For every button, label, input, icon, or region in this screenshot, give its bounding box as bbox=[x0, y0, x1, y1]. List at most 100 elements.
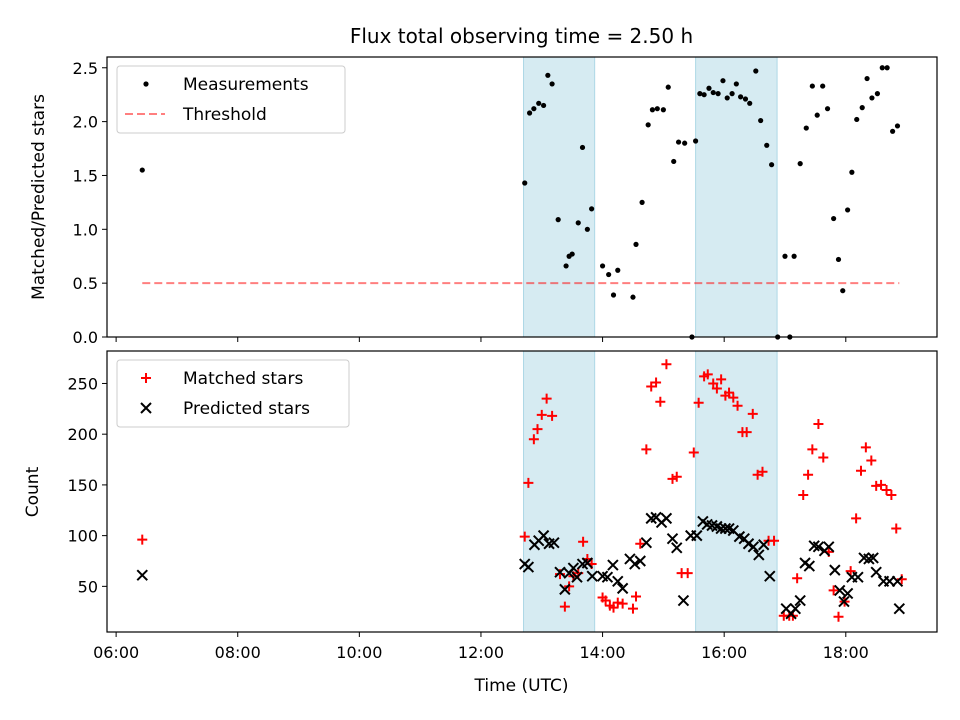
matched-star-point bbox=[769, 535, 780, 546]
chart-title: Flux total observing time = 2.50 h bbox=[350, 24, 693, 48]
legend-frame bbox=[116, 359, 350, 428]
matched-star-point bbox=[881, 484, 892, 495]
matched-star-point bbox=[627, 603, 638, 614]
measurement-point bbox=[584, 226, 590, 232]
matched-star-point bbox=[635, 538, 646, 549]
measurement-point bbox=[654, 106, 660, 112]
measurement-point bbox=[859, 105, 865, 111]
predicted-star-point bbox=[764, 570, 776, 582]
matched-star-point bbox=[871, 480, 882, 491]
predicted-star-point bbox=[581, 557, 594, 569]
predicted-star-point bbox=[671, 542, 683, 554]
predicted-star-point bbox=[136, 569, 148, 581]
predicted-star-point bbox=[867, 552, 879, 564]
matched-star-point bbox=[855, 465, 866, 476]
matched-star-point bbox=[891, 523, 902, 534]
predicted-star-point bbox=[838, 595, 850, 608]
matched-star-point bbox=[724, 387, 735, 398]
measurement-point bbox=[864, 75, 870, 82]
legend-marker-measurements bbox=[143, 81, 149, 87]
predicted-star-point bbox=[634, 555, 646, 567]
predicted-star-point bbox=[660, 512, 673, 525]
legend: Matched stars Predicted stars bbox=[116, 359, 350, 428]
matched-star-point bbox=[716, 374, 727, 385]
measurement-point bbox=[769, 162, 775, 168]
predicted-star-point bbox=[753, 549, 765, 561]
measurement-point bbox=[874, 91, 881, 97]
measurement-point bbox=[724, 95, 730, 101]
matched-star-point bbox=[792, 573, 803, 584]
measurement-point bbox=[764, 142, 770, 148]
matched-star-point bbox=[798, 490, 809, 501]
measurement-point bbox=[579, 144, 586, 151]
measurement-point bbox=[840, 288, 846, 294]
measurement-point bbox=[701, 92, 707, 98]
measurement-point bbox=[782, 253, 788, 259]
predicted-star-point bbox=[829, 564, 841, 576]
measurement-point bbox=[710, 89, 716, 96]
measurement-point bbox=[555, 217, 561, 223]
predicted-star-point bbox=[803, 560, 816, 572]
measurement-point bbox=[545, 72, 551, 78]
matched-star-point bbox=[612, 597, 623, 608]
matched-star-point bbox=[528, 434, 539, 445]
measurement-point bbox=[633, 241, 639, 247]
measurement-point bbox=[733, 81, 739, 87]
measurement-point bbox=[884, 65, 890, 71]
measurement-point bbox=[753, 68, 759, 74]
legend-label: Predicted stars bbox=[183, 399, 310, 419]
axes-frame bbox=[106, 350, 938, 633]
matched-star-point bbox=[655, 396, 666, 407]
measurement-point bbox=[645, 122, 651, 128]
legend-label: Measurements bbox=[183, 75, 309, 95]
legend-label: Matched stars bbox=[183, 369, 303, 389]
measurement-point bbox=[522, 180, 528, 186]
matched-star-point bbox=[541, 393, 552, 404]
matched-star-point bbox=[803, 469, 814, 480]
predicted-star-point bbox=[757, 539, 770, 551]
matched-star-point bbox=[617, 598, 628, 609]
measurement-point bbox=[599, 263, 606, 269]
measurement-point bbox=[814, 112, 820, 118]
measurement-point bbox=[665, 84, 671, 90]
measurement-point bbox=[606, 271, 612, 278]
matched-star-point bbox=[702, 369, 713, 380]
predicted-star-point bbox=[640, 537, 653, 549]
shaded-interval bbox=[695, 350, 778, 633]
predicted-star-point bbox=[612, 575, 624, 587]
matched-star-point bbox=[661, 359, 672, 370]
measurement-point bbox=[575, 220, 581, 226]
measurement-point bbox=[706, 85, 712, 91]
y-tick-label: 200 bbox=[67, 425, 98, 444]
measurement-point bbox=[831, 215, 837, 222]
measurement-point bbox=[569, 251, 575, 257]
measurement-point bbox=[803, 125, 809, 131]
y-tick-label: 1.0 bbox=[73, 220, 98, 239]
predicted-star-point bbox=[559, 583, 571, 596]
matched-star-point bbox=[137, 534, 148, 545]
measurement-point bbox=[671, 158, 677, 165]
matched-star-point bbox=[845, 566, 856, 577]
measurement-point bbox=[758, 117, 764, 124]
measurement-point bbox=[660, 107, 666, 113]
predicted-star-point bbox=[691, 529, 703, 542]
matched-star-point bbox=[747, 408, 758, 419]
y-tick-label: 2.5 bbox=[73, 59, 98, 78]
measurement-point bbox=[824, 106, 831, 112]
predicted-star-point bbox=[629, 558, 641, 570]
measurement-point bbox=[737, 94, 744, 100]
predicted-star-point bbox=[841, 587, 854, 600]
predicted-star-point bbox=[537, 529, 550, 542]
predicted-star-point bbox=[677, 594, 690, 607]
matched-star-point bbox=[688, 447, 699, 458]
matched-star-point bbox=[536, 409, 547, 420]
x-tick-label: 08:00 bbox=[215, 643, 261, 662]
measurement-point bbox=[139, 167, 145, 173]
measurement-point bbox=[894, 123, 901, 129]
matched-star-point bbox=[851, 513, 862, 524]
matched-star-point bbox=[682, 568, 693, 579]
measurement-point bbox=[536, 100, 542, 106]
matched-star-point bbox=[600, 595, 611, 606]
matched-star-point bbox=[631, 591, 642, 602]
predicted-star-point bbox=[586, 570, 598, 582]
